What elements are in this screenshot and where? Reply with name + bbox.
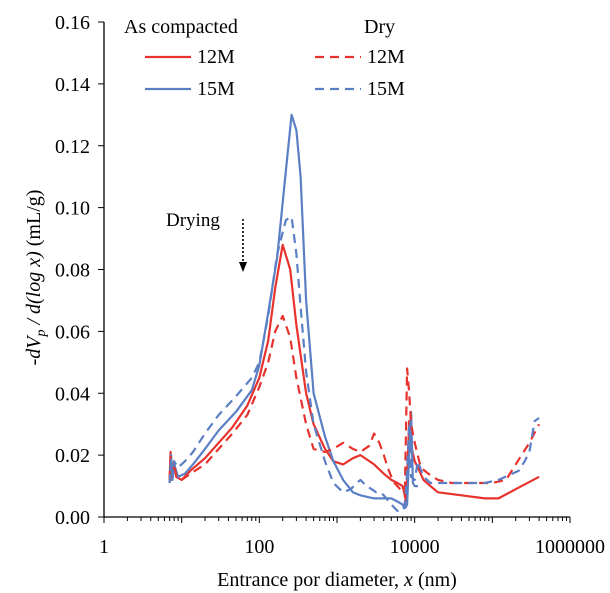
y-axis-title-subscript: p: [34, 330, 49, 338]
y-tick-label: 0.04: [55, 383, 90, 405]
x-axis-title-unit: (nm): [413, 569, 457, 591]
series-line-dry-15m: [168, 215, 540, 512]
plot-area: [168, 113, 541, 512]
legend-group-title: Dry: [364, 16, 395, 38]
axes: [103, 22, 570, 518]
y-axis-title-middle: / d(log x): [23, 251, 45, 330]
y-tick-label: 0.06: [55, 321, 90, 343]
x-tick-label: 10000: [390, 536, 440, 558]
y-tick-label: 0.12: [55, 136, 90, 158]
x-axis-title: Entrance por diameter, x (nm): [217, 569, 457, 591]
x-axis-title-prefix: Entrance por diameter,: [217, 569, 404, 591]
x-tick-label: 100: [244, 536, 274, 558]
y-axis-ticks: 0.00 0.02 0.04 0.06 0.08 0.10 0.12 0.14 0.16: [55, 12, 104, 529]
series-line-dry-12m: [168, 314, 541, 494]
y-tick-label: 0.00: [55, 507, 90, 529]
y-tick-label: 0.10: [55, 198, 90, 220]
legend-group-title: As compacted: [124, 16, 238, 38]
x-axis-ticks: 1 100 10000 1000000: [99, 517, 605, 558]
x-tick-label: 1: [99, 536, 109, 558]
series-line-as-compacted-12m: [168, 243, 540, 506]
x-axis-title-variable: x: [403, 569, 413, 591]
y-tick-label: 0.02: [55, 445, 90, 467]
drying-annotation: Drying: [166, 210, 247, 272]
legend-entry-label: 15M: [367, 78, 405, 100]
y-tick-label: 0.16: [55, 12, 90, 34]
annotation-arrow-head: [239, 262, 247, 272]
y-axis-title: -dVp / d(log x) (mL/g): [23, 190, 49, 366]
y-tick-label: 0.14: [55, 74, 90, 96]
legend: As compacted Dry 12M 15M 12M 15M: [124, 16, 405, 100]
y-axis-title-unit: (mL/g): [23, 190, 45, 252]
y-tick-label: 0.08: [55, 260, 90, 282]
annotation-label: Drying: [166, 210, 220, 231]
y-axis-title-prefix: -dV: [23, 334, 45, 366]
legend-entry-label: 12M: [197, 46, 235, 68]
legend-entry-label: 12M: [367, 46, 405, 68]
x-tick-label: 1000000: [535, 536, 605, 558]
legend-entry-label: 15M: [197, 78, 235, 100]
